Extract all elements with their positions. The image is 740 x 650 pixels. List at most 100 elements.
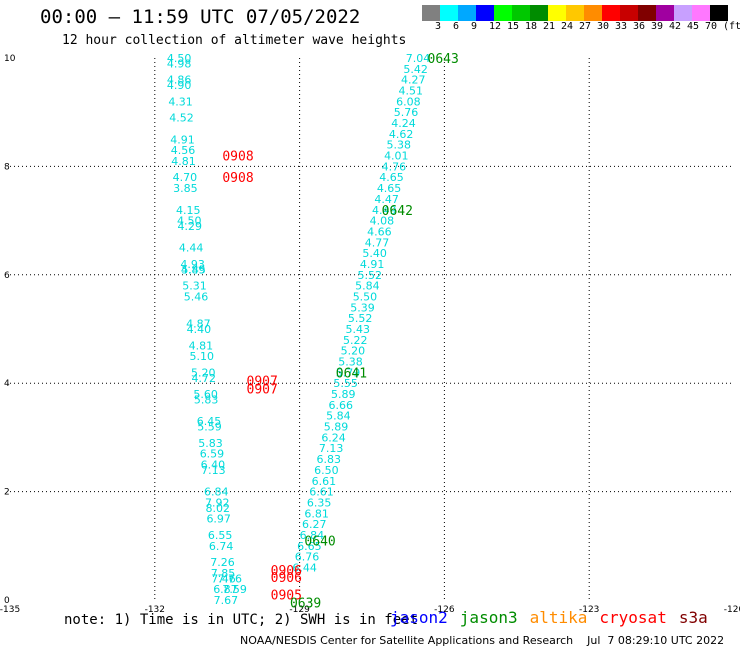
wave-height-point: 4.98 [167,57,192,70]
wave-height-point: 4.24 [391,117,416,130]
colorbar-swatch [422,5,440,21]
colorbar-swatch [710,5,728,21]
wave-height-point: 6.08 [396,95,421,108]
y-tick-label: 4 [4,379,10,389]
colorbar-swatch [620,5,638,21]
wave-height-point: 7.13 [319,442,344,455]
legend-item-altika: altika [529,608,588,627]
colorbar [422,5,728,21]
wave-height-point: 5.45 [181,263,206,276]
colorbar-swatch [602,5,620,21]
wave-height-point: 5.60 [193,388,218,401]
wave-height-point: 4.86 [167,74,192,87]
legend-item-jason2: jason2 [390,608,448,627]
pass-label: 0641 [336,366,367,381]
wave-height-point: 5.38 [338,356,363,369]
wave-height-point: 4.91 [170,133,195,146]
wave-height-point: 7.46 [211,572,236,585]
wave-height-point: 6.55 [208,529,233,542]
wave-height-point: 5.31 [182,280,207,293]
wave-height-point: 6.76 [295,551,320,564]
colorbar-swatch [674,5,692,21]
satellite-legend: jason2 jason3 altika cryosat s3a [390,608,720,627]
pass-label: 0908 [222,150,253,165]
wave-height-point: 4.51 [399,85,424,98]
wave-height-point: 6.35 [307,496,332,509]
y-tick-label: 8 [4,162,10,172]
wave-height-point: 7.04 [406,52,431,65]
colorbar-label: 27 [579,21,592,32]
wave-height-point: 4.08 [370,215,395,228]
wave-height-point: 5.20 [341,345,366,358]
pass-label: 0640 [304,534,335,549]
wave-height-point: 5.22 [343,334,368,347]
wave-height-point: 6.24 [321,431,346,444]
x-tick-label: -120 [724,605,740,615]
wave-height-point: 4.81 [189,339,214,352]
wave-height-point: 4.49 [372,204,397,217]
colorbar-swatch [512,5,530,21]
wave-height-point: 6.81 [304,507,329,520]
colorbar-label: 15 [507,21,520,32]
wave-height-point: 6.59 [200,448,225,461]
legend-item-jason3: jason3 [459,608,518,627]
colorbar-swatch [692,5,710,21]
grid [10,58,734,600]
wave-height-point: 6.44 [292,561,317,574]
colorbar-swatch [656,5,674,21]
colorbar-swatch [458,5,476,21]
axes: -135 -132 -129 -126 -123 -120 0 2 4 6 8 10 [0,54,740,615]
wave-height-point: 7.92 [205,496,230,509]
x-tick-label: -132 [145,605,165,615]
pass-label: 0906 [271,571,302,586]
wave-height-point: 4.91 [360,258,385,271]
wave-height-point: 6.45 [197,415,222,428]
wave-height-point: 6.65 [297,540,322,553]
colorbar-label: 18 [525,21,538,32]
wave-height-point: 7.85 [211,567,236,580]
colorbar-label: 3 [435,21,442,32]
wave-height-point: 4.72 [191,372,216,385]
wave-height-point: 4.56 [171,144,196,157]
page-subtitle: 12 hour collection of altimeter wave hei… [62,33,407,48]
wave-height-point: 5.89 [324,421,349,434]
wave-height-point: 4.31 [168,95,193,108]
colorbar-label: 70 [705,21,718,32]
data-points: 4.504.984.864.904.314.524.914.564.814.70… [167,52,430,607]
colorbar-swatch [440,5,458,21]
wave-height-point: 6.61 [312,475,337,488]
x-tick-label: -135 [0,605,20,615]
credit-text: NOAA/NESDIS Center for Satellite Applica… [240,634,574,647]
pass-label: 0642 [382,204,413,219]
colorbar-label: 45 [687,21,700,32]
y-tick-label: 0 [4,596,10,606]
pass-label: 0907 [247,383,278,398]
pass-label: 0643 [428,52,459,67]
colorbar-label: 36 [633,21,646,32]
wave-height-point: 4.81 [171,155,196,168]
wave-height-point: 4.76 [382,160,407,173]
wave-height-point: 4.40 [187,323,212,336]
wave-height-point: 4.01 [384,150,409,163]
wave-height-point: 5.52 [358,269,383,282]
y-tick-label: 10 [4,54,16,64]
wave-height-point: 3.85 [173,182,198,195]
colorbar-swatch [638,5,656,21]
wave-height-point: 5.83 [194,393,219,406]
wave-height-point: 6.87 [213,583,238,596]
credit-timestamp: Jul 7 08:29:10 UTC 2022 [587,634,725,647]
wave-height-point: 5.43 [345,323,370,336]
colorbar-swatch [548,5,566,21]
wave-height-point: 4.50 [167,52,192,65]
pass-label: 0907 [247,374,278,389]
wave-height-point: 5.79 [336,366,361,379]
colorbar-label: 24 [561,21,574,32]
wave-height-point: 7.76 [218,572,243,585]
colorbar-swatch [494,5,512,21]
wave-height-point: 6.66 [329,399,354,412]
wave-height-point: 5.59 [197,421,222,434]
wave-height-point: 5.50 [353,290,378,303]
